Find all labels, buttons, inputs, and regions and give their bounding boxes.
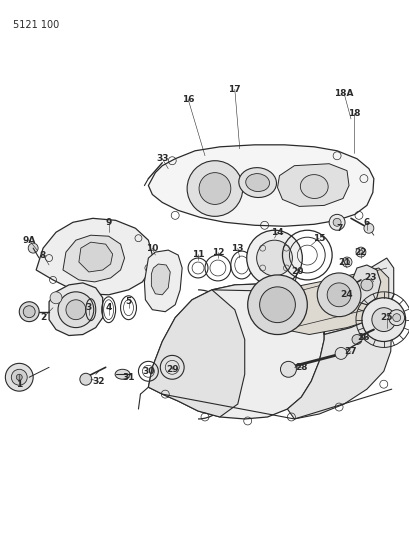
Circle shape <box>259 287 294 322</box>
Text: 9: 9 <box>105 218 112 227</box>
Polygon shape <box>148 290 244 417</box>
Circle shape <box>326 283 350 306</box>
Circle shape <box>23 306 35 318</box>
Text: 9A: 9A <box>22 236 36 245</box>
Circle shape <box>328 214 344 230</box>
Circle shape <box>187 161 242 216</box>
Polygon shape <box>287 308 391 419</box>
Text: 31: 31 <box>122 373 135 382</box>
Text: 5121 100: 5121 100 <box>13 20 59 30</box>
Text: 17: 17 <box>228 85 240 94</box>
Text: 10: 10 <box>146 244 158 253</box>
Circle shape <box>317 273 360 317</box>
Text: 22: 22 <box>354 248 366 256</box>
Circle shape <box>5 364 33 391</box>
Text: 6: 6 <box>363 218 369 227</box>
Text: 16: 16 <box>182 95 194 103</box>
Circle shape <box>363 223 373 233</box>
Text: 25: 25 <box>380 313 392 322</box>
Text: 30: 30 <box>142 367 154 376</box>
Circle shape <box>80 373 92 385</box>
Circle shape <box>19 302 39 321</box>
Text: 27: 27 <box>344 347 357 356</box>
Text: 8: 8 <box>40 251 46 260</box>
Text: 12: 12 <box>211 248 224 256</box>
Text: 33: 33 <box>156 154 168 163</box>
Circle shape <box>335 290 345 300</box>
Text: 20: 20 <box>290 268 303 277</box>
Polygon shape <box>79 242 112 272</box>
Circle shape <box>247 275 307 335</box>
Circle shape <box>11 369 27 385</box>
Text: 1: 1 <box>16 379 22 389</box>
Circle shape <box>28 243 38 253</box>
Text: 3: 3 <box>85 303 92 312</box>
Polygon shape <box>148 145 373 227</box>
Polygon shape <box>277 164 348 206</box>
Text: 21: 21 <box>337 257 349 266</box>
Circle shape <box>388 310 404 326</box>
Text: 24: 24 <box>340 290 353 300</box>
Circle shape <box>280 361 296 377</box>
Circle shape <box>361 298 405 342</box>
Circle shape <box>16 374 22 380</box>
Text: 14: 14 <box>270 228 283 237</box>
Circle shape <box>50 292 62 304</box>
Circle shape <box>334 348 346 359</box>
Circle shape <box>338 350 346 358</box>
Text: 32: 32 <box>92 377 105 386</box>
Text: 13: 13 <box>231 244 243 253</box>
Ellipse shape <box>115 369 130 379</box>
Text: 28: 28 <box>294 363 307 372</box>
Circle shape <box>360 279 372 291</box>
Text: 26: 26 <box>357 333 369 342</box>
Circle shape <box>246 230 301 286</box>
Circle shape <box>355 247 365 257</box>
Text: 15: 15 <box>312 233 325 243</box>
Polygon shape <box>144 250 182 312</box>
Circle shape <box>351 335 361 344</box>
Polygon shape <box>211 258 393 335</box>
Text: 23: 23 <box>364 273 376 282</box>
Circle shape <box>344 260 348 264</box>
Ellipse shape <box>238 168 276 198</box>
Text: 2: 2 <box>40 313 46 322</box>
Circle shape <box>341 257 351 267</box>
Text: 5: 5 <box>125 297 131 306</box>
Polygon shape <box>151 264 170 295</box>
Text: 29: 29 <box>166 365 178 374</box>
Text: 4: 4 <box>105 303 112 312</box>
Text: 18A: 18A <box>333 88 353 98</box>
Circle shape <box>358 250 362 254</box>
Ellipse shape <box>245 174 269 191</box>
Text: 11: 11 <box>191 249 204 259</box>
Circle shape <box>333 219 340 227</box>
Circle shape <box>198 173 230 205</box>
Circle shape <box>66 300 85 320</box>
Circle shape <box>371 308 395 332</box>
Polygon shape <box>148 284 324 419</box>
Circle shape <box>58 292 94 328</box>
Ellipse shape <box>300 175 327 198</box>
Polygon shape <box>277 268 388 335</box>
Polygon shape <box>36 219 152 295</box>
Polygon shape <box>350 265 380 305</box>
Circle shape <box>256 240 292 276</box>
Text: 18: 18 <box>347 109 360 118</box>
Polygon shape <box>49 283 102 336</box>
Circle shape <box>392 314 400 321</box>
Text: 7: 7 <box>335 224 342 233</box>
Polygon shape <box>63 235 124 282</box>
